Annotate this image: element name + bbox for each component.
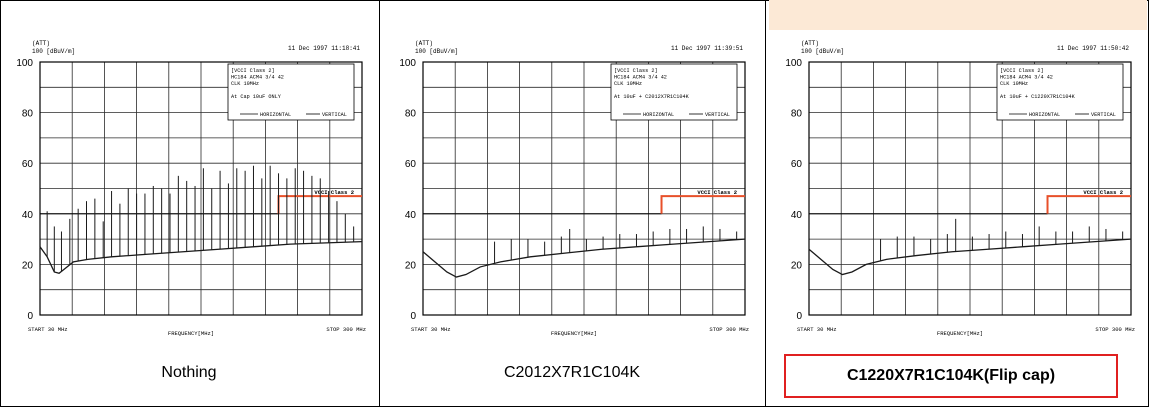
legend-box (996, 63, 1124, 121)
chart-timestamp: 11 Dec 1997 11:18:41 (288, 45, 360, 52)
legend-text: [VCCI Class 2] (1000, 68, 1044, 74)
x-stop-label: STOP 300 MHz (326, 326, 366, 333)
legend-box (610, 63, 738, 121)
y-tick-label: 0 (796, 311, 802, 322)
legend-series-label: VERTICAL (322, 112, 347, 118)
y-tick-label: 60 (791, 159, 803, 170)
x-axis-label: FREQUENCY[MHz] (168, 330, 214, 337)
chart-header-text: (ATT) (32, 40, 50, 47)
legend-text: CLK 10MHz (614, 81, 642, 87)
y-tick-label: 20 (22, 260, 34, 271)
chart-header-text: 100 [dBuV/m] (32, 48, 75, 55)
emi-chart-nothing: (ATT)100 [dBuV/m] 11 Dec 1997 11:18:41 100… (16, 40, 366, 337)
chart-header-text: 100 [dBuV/m] (801, 48, 844, 55)
limit-label: VCCI Class 2 (697, 189, 737, 196)
legend-series-label: VERTICAL (705, 112, 730, 118)
x-start-label: START 30 MHz (411, 326, 451, 333)
legend-text: CLK 10MHz (1000, 81, 1028, 87)
noise-floor-trace (422, 238, 746, 278)
limit-line-step (1046, 195, 1131, 214)
panel-caption: Nothing (161, 364, 217, 381)
y-tick-label: 60 (22, 159, 34, 170)
legend-text: HC184 ACM4 3/4 42 (231, 75, 284, 81)
noise-floor-trace (808, 238, 1132, 276)
x-axis-label: FREQUENCY[MHz] (937, 330, 983, 337)
legend-text: [VCCI Class 2] (231, 68, 275, 74)
x-start-label: START 30 MHz (797, 326, 837, 333)
x-start-label: START 30 MHz (28, 326, 68, 333)
y-tick-label: 20 (791, 260, 803, 271)
y-tick-label: 100 (399, 58, 416, 69)
legend-text: CLK 10MHz (231, 81, 259, 87)
legend-text: HC184 ACM4 3/4 42 (1000, 75, 1053, 81)
panel-caption-highlighted: C1220X7R1C104K(Flip cap) (784, 354, 1118, 398)
emi-chart-c2012: (ATT)100 [dBuV/m] 11 Dec 1997 11:39:51 100… (399, 40, 749, 337)
y-tick-label: 100 (16, 58, 33, 69)
y-tick-label: 80 (22, 109, 34, 120)
limit-label: VCCI Class 2 (314, 189, 354, 196)
y-tick-label: 100 (785, 58, 802, 69)
legend-series-label: VERTICAL (1091, 112, 1116, 118)
plot-area (39, 61, 363, 316)
x-axis-label: FREQUENCY[MHz] (551, 330, 597, 337)
y-tick-label: 40 (791, 210, 803, 221)
y-tick-label: 0 (410, 311, 416, 322)
x-stop-label: STOP 300 MHz (709, 326, 749, 333)
legend-box (227, 63, 355, 121)
limit-label: VCCI Class 2 (1083, 189, 1123, 196)
chart-timestamp: 11 Dec 1997 11:50:42 (1057, 45, 1129, 52)
panel-c1220-flip: (ATT) 100 [dBuV/m] 11 Dec 1997 11:50:42 100… (769, 0, 1147, 407)
chart-header-text: (ATT) (801, 40, 819, 47)
highlight-band (769, 0, 1147, 30)
y-tick-label: 60 (405, 159, 417, 170)
chart-timestamp: 11 Dec 1997 11:39:51 (671, 45, 743, 52)
y-tick-label: 0 (27, 311, 33, 322)
plot-area (422, 61, 746, 316)
limit-line-step (660, 195, 745, 214)
legend-series-label: HORIZONTAL (643, 112, 674, 118)
chart-header-text: 100 [dBuV/m] (415, 48, 458, 55)
legend-text: At 10uF + C2012X7R1C104K (614, 94, 690, 100)
panel-nothing: (ATT) 100 [dBuV/m] 11 Dec 1997 11:18:41 100… (0, 0, 378, 407)
legend-text: At 10uF + C1220X7R1C104K (1000, 94, 1076, 100)
x-stop-label: STOP 300 MHz (1095, 326, 1135, 333)
column-divider (765, 0, 766, 407)
y-tick-label: 80 (405, 109, 417, 120)
emi-chart-c1220: (ATT)100 [dBuV/m] 11 Dec 1997 11:50:42 100… (785, 40, 1135, 337)
plot-area (808, 61, 1132, 316)
chart-header-text: (ATT) (415, 40, 433, 47)
panel-c2012: (ATT) 100 [dBuV/m] 11 Dec 1997 11:39:51 100… (383, 0, 761, 407)
y-tick-label: 20 (405, 260, 417, 271)
y-tick-label: 40 (22, 210, 34, 221)
y-tick-label: 80 (791, 109, 803, 120)
y-tick-label: 40 (405, 210, 417, 221)
legend-series-label: HORIZONTAL (260, 112, 291, 118)
legend-series-label: HORIZONTAL (1029, 112, 1060, 118)
legend-text: At Cap 10uF ONLY (231, 94, 282, 100)
legend-text: [VCCI Class 2] (614, 68, 658, 74)
legend-text: HC184 ACM4 3/4 42 (614, 75, 667, 81)
panel-caption: C2012X7R1C104K (503, 364, 641, 381)
column-divider (379, 0, 380, 407)
